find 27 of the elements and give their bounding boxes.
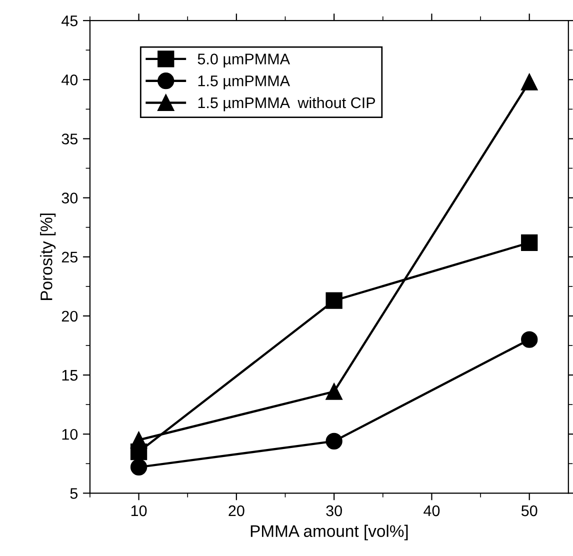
- x-tick-label: 50: [521, 505, 538, 516]
- y-tick-label: 35: [62, 134, 78, 144]
- y-tick-label: 15: [62, 370, 78, 381]
- x-tick-label: 40: [424, 505, 440, 516]
- legend-label: 5.0 µmPMMA: [198, 54, 290, 68]
- y-tick-label: 5: [70, 488, 78, 499]
- x-axis-title: PMMA amount [vol%]: [250, 524, 408, 540]
- point: [521, 234, 538, 252]
- point: [326, 292, 342, 309]
- y-tick-label: 20: [62, 310, 78, 322]
- y-tick-label: 25: [62, 252, 78, 263]
- y-tick-label: 30: [62, 192, 78, 204]
- y-tick-label: 40: [62, 74, 78, 86]
- point: [326, 383, 342, 400]
- y-tick-label: 45: [62, 16, 78, 26]
- x-tick-label: 20: [228, 505, 244, 516]
- x-tick-label: 10: [131, 505, 147, 516]
- point: [521, 331, 538, 348]
- point: [130, 458, 148, 476]
- legend-label: 1.5 µmPMMA: [198, 76, 290, 90]
- point: [130, 432, 148, 448]
- y-axis-title: Porosity [%]: [40, 214, 56, 300]
- point: [521, 74, 538, 90]
- point: [326, 432, 342, 450]
- legend-label: 1.5 µmPMMA without CIP: [198, 96, 375, 112]
- y-tick-label: 10: [62, 428, 78, 440]
- x-tick-label: 30: [326, 505, 342, 516]
